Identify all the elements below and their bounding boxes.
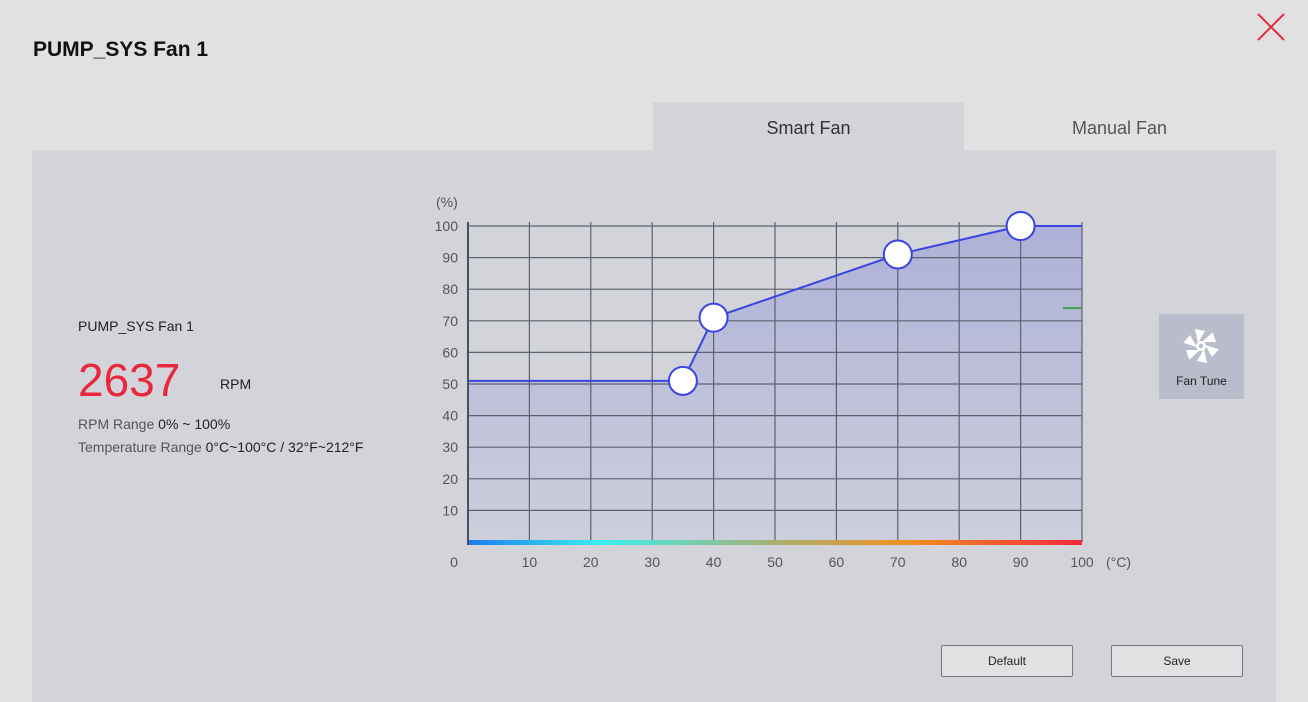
tab-smart-fan[interactable]: Smart Fan: [653, 102, 964, 150]
curve-control-point[interactable]: [667, 365, 698, 396]
y-tick-label: 50: [442, 376, 458, 392]
y-tick-label: 30: [442, 439, 458, 455]
y-tick-label: 90: [442, 250, 458, 266]
y-tick-label: 80: [442, 281, 458, 297]
temp-range-value: 0°C~100°C / 32°F~212°F: [205, 439, 364, 455]
save-button[interactable]: Save: [1111, 645, 1243, 677]
temperature-gradient-bar: [468, 540, 1082, 545]
x-tick-label: 30: [644, 554, 660, 570]
rpm-range-value: 0% ~ 100%: [158, 416, 231, 432]
x-tick-label: 90: [1013, 554, 1029, 570]
x-tick-label: 60: [829, 554, 845, 570]
x-axis-label: (°C): [1106, 554, 1131, 570]
x-tick-label: 80: [951, 554, 967, 570]
temp-range-label: Temperature Range: [78, 439, 202, 455]
y-tick-label: 40: [442, 408, 458, 424]
y-tick-label: 60: [442, 344, 458, 360]
x-tick-label: 10: [522, 554, 538, 570]
temp-range: Temperature Range 0°C~100°C / 32°F~212°F: [78, 439, 363, 455]
x-tick-label: 0: [450, 554, 458, 570]
x-tick-label: 20: [583, 554, 599, 570]
curve-control-point[interactable]: [1005, 211, 1036, 241]
window-title: PUMP_SYS Fan 1: [33, 38, 209, 61]
fan-name: PUMP_SYS Fan 1: [78, 318, 194, 334]
x-tick-label: 50: [767, 554, 783, 570]
rpm-range: RPM Range 0% ~ 100%: [78, 416, 230, 432]
y-tick-label: 10: [442, 502, 458, 518]
rpm-value: 2637: [78, 354, 181, 406]
curve-control-point[interactable]: [882, 239, 913, 270]
fan-tune-label: Fan Tune: [1176, 374, 1227, 388]
y-tick-label: 70: [442, 313, 458, 329]
x-tick-label: 100: [1070, 554, 1094, 570]
curve-control-point[interactable]: [698, 302, 729, 333]
x-tick-label: 40: [706, 554, 722, 570]
fan-icon: [1183, 329, 1219, 363]
rpm-unit: RPM: [220, 376, 252, 392]
x-tick-label: 70: [890, 554, 906, 570]
y-tick-label: 100: [435, 218, 459, 234]
fan-tune-button[interactable]: Fan Tune: [1159, 314, 1244, 399]
tab-manual-fan[interactable]: Manual Fan: [1071, 118, 1168, 138]
rpm-range-label: RPM Range: [78, 416, 155, 432]
y-tick-label: 20: [442, 471, 458, 487]
y-axis-label: (%): [436, 194, 458, 210]
default-button[interactable]: Default: [941, 645, 1073, 677]
close-icon[interactable]: [1256, 12, 1286, 42]
